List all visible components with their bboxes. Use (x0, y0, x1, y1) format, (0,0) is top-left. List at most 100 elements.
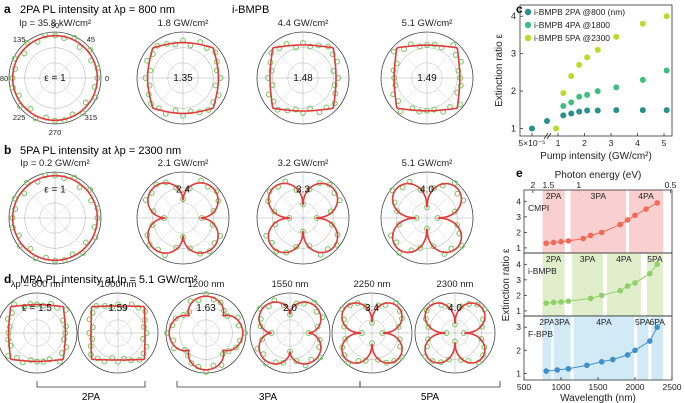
legend-marker (524, 21, 532, 29)
data-point (109, 304, 116, 311)
series-point (568, 73, 575, 80)
epsilon-label: 1.48 (293, 73, 313, 84)
panel-b-title: 5PA PL intensity at λp = 2300 nm (20, 145, 181, 157)
trend-line (546, 326, 658, 372)
band-label: 2PA (546, 191, 562, 201)
y-tick-label: 1 (516, 368, 521, 378)
data-point (474, 301, 481, 308)
absorption-band (646, 253, 664, 316)
data-point (632, 212, 638, 219)
top-tick-label: 2 (531, 180, 536, 190)
y-tick-label: 2 (511, 86, 516, 96)
x-tick-label: 4 (635, 138, 640, 148)
data-point (16, 243, 23, 250)
epsilon-label: ε = 1.5 (22, 303, 52, 314)
series-point (568, 99, 575, 106)
fit-curve (391, 182, 463, 254)
polar-plot-b-2: 3.2 GW/cm² 3.3 (256, 158, 350, 265)
band-label: 2PA (539, 317, 555, 327)
data-point (87, 46, 94, 53)
data-point (188, 360, 195, 367)
data-point (598, 359, 605, 365)
series-point (584, 54, 591, 61)
band-label: 3PA (580, 254, 596, 264)
data-point (617, 287, 623, 294)
polar-plot-a-3: 5.1 GW/cm² 1.49 (380, 18, 474, 125)
x-tick-label: 5 (662, 138, 667, 148)
data-point (329, 51, 336, 58)
legend-entry: i-BMPB 2PA @800 (nm) (534, 7, 625, 17)
x-tick-label: 2500 (663, 382, 682, 392)
data-point (565, 298, 572, 304)
epsilon-label: 2.4 (176, 185, 190, 196)
series-point (560, 89, 567, 96)
data-point (632, 347, 638, 354)
data-point (12, 205, 19, 212)
fit-curve (90, 305, 146, 361)
data-point (598, 229, 605, 236)
data-point (565, 365, 572, 372)
polar-header: Ip = 0.2 GW/cm² (20, 158, 89, 169)
series-point (529, 125, 535, 132)
polar-plot-d-5: 2300 nm 4.0 (414, 279, 496, 374)
data-point (268, 67, 275, 74)
polar-header: 5.1 GW/cm² (402, 18, 453, 29)
data-point (417, 187, 424, 193)
polar-plot-d-2: 1200 nm 1.63 (164, 279, 249, 375)
polar-header: 1550 nm (272, 279, 309, 290)
data-point (27, 357, 34, 364)
data-point (395, 221, 402, 228)
data-point (76, 44, 83, 51)
polar-header: Ip = 35.8 kW/cm² (19, 18, 91, 29)
data-point (610, 356, 616, 363)
data-point (543, 368, 549, 374)
legend-marker (524, 8, 532, 16)
data-point (478, 336, 485, 342)
series-point (594, 107, 601, 114)
angle-label: 225 (13, 113, 26, 122)
top-axis-label: Photon energy (eV) (555, 170, 642, 181)
data-point (598, 292, 605, 299)
x-axis-label: Wavelength (nm) (560, 393, 636, 403)
y-tick-label: 2 (516, 227, 521, 237)
data-point (446, 356, 452, 363)
series-point (584, 91, 591, 98)
polar-diag-2 (150, 185, 216, 251)
angle-label: 270 (49, 128, 62, 137)
polar-diag-2 (394, 45, 460, 111)
band-label: 3PA (591, 191, 607, 201)
data-point (82, 99, 89, 106)
data-point (550, 239, 557, 246)
panel-d-title: MPA PL intensity at Ip = 5.1 GW/cm² (20, 274, 198, 286)
data-point (392, 82, 399, 89)
fit-curve (11, 34, 99, 122)
top-tick-label: 1 (576, 180, 581, 190)
data-point (632, 280, 638, 286)
fit-curve (147, 182, 219, 254)
data-point (172, 315, 179, 322)
data-point (439, 182, 446, 189)
data-point (21, 303, 28, 310)
epsilon-label: 1.49 (417, 73, 437, 84)
polar-diag-2 (261, 304, 319, 362)
data-point (430, 243, 437, 250)
polar-header: 1200 nm (188, 279, 225, 290)
group-label-2pa: 2PA (82, 392, 100, 403)
polar-header: 4.4 GW/cm² (278, 18, 329, 29)
series-point (594, 88, 601, 95)
angle-label: 0 (105, 74, 109, 83)
series-point (663, 67, 670, 74)
data-point (87, 186, 94, 193)
data-point (276, 45, 283, 52)
polar-plot-a-0: Ip = 35.8 kW/cm² ε = 1 (8, 18, 102, 125)
data-point (16, 103, 23, 110)
polar-diag-2 (270, 185, 336, 251)
legend-entry: i-BMPB 4PA @1800 (534, 20, 610, 30)
epsilon-label: ε = 1 (44, 73, 66, 84)
polar-plot-a-1: 1.8 GW/cm² 1.35 (136, 18, 230, 125)
x-tick-label: 2 (582, 138, 587, 148)
angle-label: 90 (51, 21, 59, 30)
subplot-name: F-BPB (528, 329, 553, 339)
y-tick-label: 1 (516, 306, 521, 316)
data-point (61, 35, 68, 42)
